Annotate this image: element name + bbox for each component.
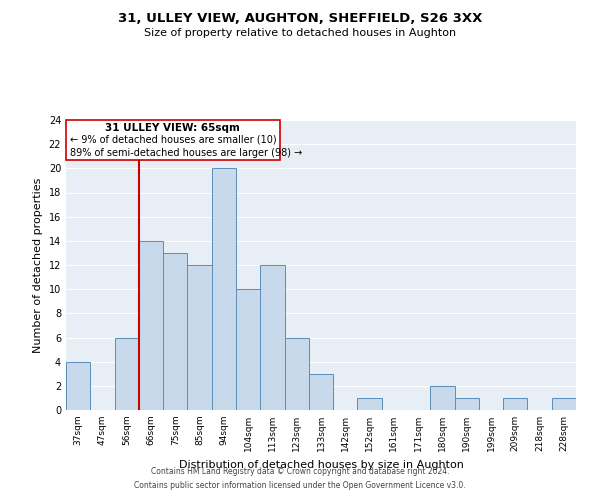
Bar	[66, 362, 90, 410]
Bar	[139, 241, 163, 410]
Bar	[115, 338, 139, 410]
Text: ← 9% of detached houses are smaller (10): ← 9% of detached houses are smaller (10)	[70, 134, 276, 144]
Bar	[284, 338, 309, 410]
Text: Size of property relative to detached houses in Aughton: Size of property relative to detached ho…	[144, 28, 456, 38]
Bar	[455, 398, 479, 410]
Bar	[212, 168, 236, 410]
Bar	[552, 398, 576, 410]
Bar	[358, 398, 382, 410]
Bar	[309, 374, 333, 410]
X-axis label: Distribution of detached houses by size in Aughton: Distribution of detached houses by size …	[179, 460, 463, 469]
Bar	[430, 386, 455, 410]
Bar	[187, 265, 212, 410]
Bar	[163, 253, 187, 410]
Bar	[503, 398, 527, 410]
Text: Contains HM Land Registry data © Crown copyright and database right 2024.: Contains HM Land Registry data © Crown c…	[151, 467, 449, 476]
Y-axis label: Number of detached properties: Number of detached properties	[33, 178, 43, 352]
Text: 89% of semi-detached houses are larger (98) →: 89% of semi-detached houses are larger (…	[70, 148, 302, 158]
Bar	[260, 265, 284, 410]
Bar	[236, 289, 260, 410]
Text: 31, ULLEY VIEW, AUGHTON, SHEFFIELD, S26 3XX: 31, ULLEY VIEW, AUGHTON, SHEFFIELD, S26 …	[118, 12, 482, 26]
Text: Contains public sector information licensed under the Open Government Licence v3: Contains public sector information licen…	[134, 481, 466, 490]
FancyBboxPatch shape	[66, 120, 280, 160]
Text: 31 ULLEY VIEW: 65sqm: 31 ULLEY VIEW: 65sqm	[106, 123, 240, 133]
